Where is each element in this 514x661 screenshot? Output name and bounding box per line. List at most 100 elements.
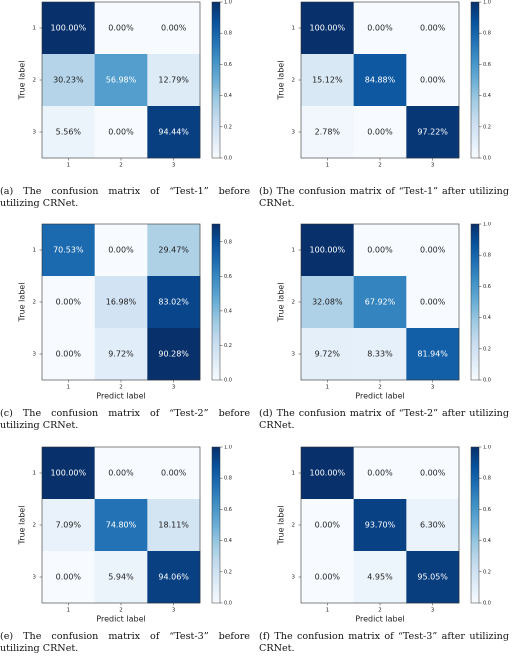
x-tick-label: 3 [431,163,435,169]
x-tick-label: 3 [431,385,435,391]
cell-label: 94.06% [158,573,189,582]
colorbar-tick-label: 0.0 [483,378,491,384]
y-axis-label: True label [18,283,27,323]
cell-label: 30.23% [53,76,84,85]
y-tick-label: 2 [292,523,296,529]
cell-label: 100.00% [310,469,346,478]
cell-label: 0.00% [420,298,446,307]
panel: 100.00% 0.00% 0.00% 0.00% 93.70% 6.30% 0.00% 4.… [259,445,514,661]
cell-label: 0.00% [108,128,134,137]
cell-label: 93.70% [365,521,396,530]
heatmap-cell [147,54,201,107]
caption: (d) The confusion matrix of “Test-2” aft… [259,408,509,431]
cell-label: 0.00% [56,350,82,359]
y-tick-label: 2 [292,300,296,306]
heatmap-cell [94,499,148,552]
heatmap-cell [42,54,95,107]
heatmap-cell [42,551,95,604]
heatmap-cell [94,551,148,604]
heatmap-cell [301,499,354,552]
cell-label: 0.00% [108,246,134,255]
cell-label: 67.92% [365,298,396,307]
caption: (a) The confusion matrix of “Test-1” bef… [0,186,250,209]
y-axis-label: True label [277,506,286,546]
y-tick-label: 2 [292,78,296,84]
heatmap-cell [353,276,407,329]
heatmap-cell [94,106,148,159]
heatmap-cell [301,106,354,159]
cell-label: 15.12% [312,76,343,85]
y-axis-label: True label [277,283,286,323]
y-tick-label: 1 [292,471,296,477]
cell-label: 95.05% [417,573,448,582]
colorbar-tick-label: 0.2 [224,343,232,349]
colorbar-tick-label: 0.4 [483,538,491,544]
heatmap-cell [147,447,201,500]
colorbar-tick-label: 0.6 [224,274,232,280]
colorbar-tick-label: 0.0 [224,378,232,384]
colorbar-tick-label: 0.6 [483,62,491,68]
y-tick-label: 1 [33,471,37,477]
heatmap-chart: 70.53% 0.00% 29.47% 0.00% 16.98% 83.02% 0.00% 9… [18,223,232,401]
panel: 100.00% 0.00% 0.00% 15.12% 84.88% 0.00% 2.78% 0… [259,0,514,220]
heatmap-cell [94,447,148,500]
heatmap-cell [94,224,148,277]
caption: (e) The confusion matrix of “Test-3” bef… [0,631,250,654]
heatmap-cell [42,276,95,329]
heatmap-cell [147,328,201,381]
x-tick-label: 2 [378,608,382,614]
cell-label: 0.00% [367,128,393,137]
heatmap-cell [301,551,354,604]
x-axis-label: Predict label [355,615,404,624]
y-tick-label: 3 [33,352,37,358]
colorbar-tick-label: 0.0 [483,156,491,162]
heatmap-cell [353,328,407,381]
heatmap-cell [301,224,354,277]
heatmap-cell [94,328,148,381]
heatmap-cell [353,106,407,159]
heatmap-cell [94,54,148,107]
cell-label: 0.00% [420,469,446,478]
cell-label: 5.56% [56,128,82,137]
x-tick-label: 2 [378,163,382,169]
heatmap-cell [406,276,460,329]
cell-label: 100.00% [310,246,346,255]
x-tick-label: 1 [67,163,71,169]
colorbar-tick-label: 0.4 [224,93,232,99]
heatmap-cell [353,54,407,107]
cell-label: 100.00% [51,24,87,33]
colorbar-tick-label: 0.8 [224,476,232,482]
colorbar-tick-label: 0.8 [483,476,491,482]
heatmap-cell [94,276,148,329]
y-tick-label: 1 [33,248,37,254]
heatmap-cell [42,499,95,552]
cell-label: 84.88% [365,76,396,85]
x-tick-label: 1 [67,608,71,614]
heatmap-cell [406,224,460,277]
cell-label: 5.94% [108,573,134,582]
x-tick-label: 3 [172,163,176,169]
heatmap-cell [301,276,354,329]
heatmap-cell [406,447,460,500]
heatmap-cell [406,2,460,55]
colorbar-tick-label: 0.4 [224,538,232,544]
colorbar [470,223,480,381]
colorbar-tick-label: 1.0 [224,445,232,451]
y-tick-label: 3 [33,130,37,136]
cell-label: 0.00% [367,24,393,33]
colorbar [211,223,221,381]
cell-label: 18.11% [158,521,189,530]
cell-label: 94.44% [158,128,189,137]
x-tick-label: 2 [378,385,382,391]
heatmap-chart: 100.00% 0.00% 0.00% 0.00% 93.70% 6.30% 0.00% 4.… [277,445,491,624]
heatmap-cell [301,54,354,107]
heatmap-cell [147,224,201,277]
cell-label: 9.72% [315,350,341,359]
colorbar [470,1,480,159]
heatmap-cell [301,2,354,55]
heatmap-cell [42,106,95,159]
cell-label: 97.22% [417,128,448,137]
cell-label: 9.72% [108,350,134,359]
x-tick-label: 3 [172,385,176,391]
cell-label: 0.00% [108,24,134,33]
